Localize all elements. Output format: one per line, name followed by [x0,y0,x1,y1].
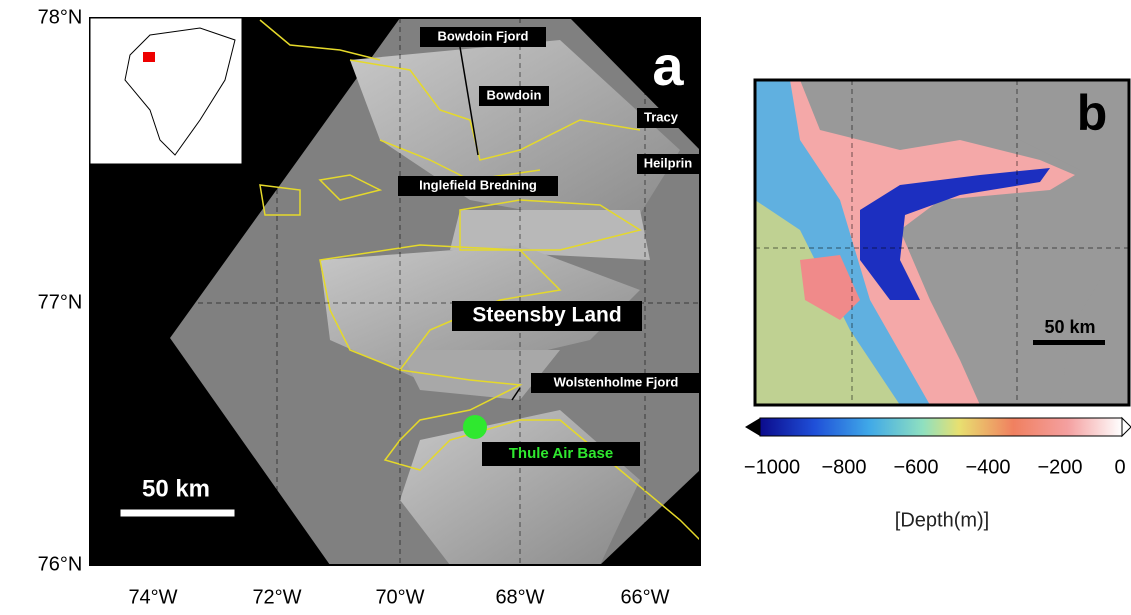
place-label: Thule Air Base [509,445,613,462]
colorbar-tick-label: −800 [821,456,866,478]
place-label: Bowdoin Fjord [438,28,529,43]
lon-label: 72°W [252,586,301,608]
lat-label: 76°N [38,553,83,575]
figure: 78°N 77°N 76°N 74°W 72°W 70°W 68°W 66°W … [0,0,1131,615]
lat-label: 78°N [38,6,83,28]
scale-label: 50 km [142,475,210,502]
thule-marker [463,415,487,439]
lon-label: 66°W [620,586,669,608]
inset-map [90,18,242,164]
place-label: Inglefield Bredning [419,177,537,192]
place-label: Tracy [644,109,679,124]
place-label: Steensby Land [472,304,621,327]
colorbar-label: [Depth(m)] [895,509,989,531]
place-label: Wolstenholme Fjord [554,374,679,389]
place-label: Heilprin [644,155,692,170]
scale-label: 50 km [1044,317,1095,337]
colorbar-tick-label: −1000 [744,456,800,478]
colorbar-arrow [1122,418,1131,436]
study-area-marker [143,52,155,62]
lat-label: 77°N [38,291,83,313]
scale-bar [1033,340,1105,345]
colorbar-tick-label: −600 [893,456,938,478]
place-label: Bowdoin [487,87,542,102]
colorbar-tick-label: −400 [965,456,1010,478]
panel-a: 78°N 77°N 76°N 74°W 72°W 70°W 68°W 66°W … [38,6,701,608]
panel-b: b 50 km −1000 −800 −600 −400 −200 0 [Dep… [744,80,1131,531]
colorbar-arrow [745,418,760,436]
colorbar [760,418,1122,436]
panel-label: a [652,34,684,97]
lon-label: 70°W [375,586,424,608]
scale-bar [120,509,235,517]
lon-label: 68°W [495,586,544,608]
lon-label: 74°W [128,586,177,608]
colorbar-tick-label: 0 [1114,456,1125,478]
colorbar-tick-label: −200 [1037,456,1082,478]
panel-label: b [1077,85,1108,141]
